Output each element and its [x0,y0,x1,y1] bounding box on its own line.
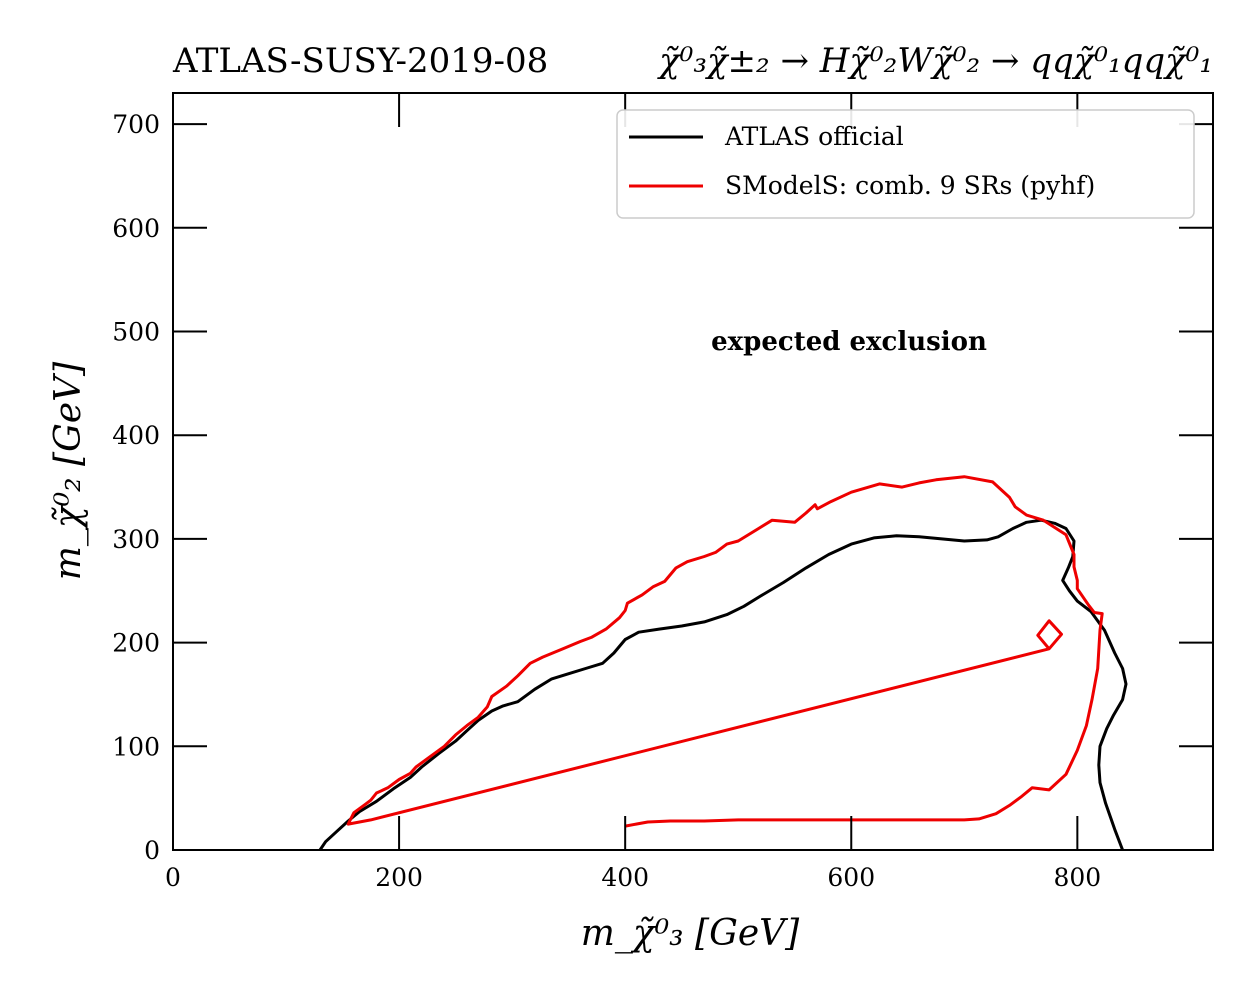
plot-frame [172,92,1214,851]
annotation-expected-exclusion: expected exclusion [711,327,987,357]
legend-box [616,109,1195,219]
series-line-atlas [318,518,1128,851]
ticks-layer: 0 200 400 600 800 0 100 200 300 400 500 600 700 [112,93,1213,892]
y-tick-label: 700 [112,110,160,139]
y-tick-label: 600 [112,214,160,243]
x-tick-label: 0 [165,863,181,892]
legend-label-smodels: SModelS: comb. 9 SRs (pyhf) [725,171,1095,200]
y-tick-label: 100 [112,732,160,761]
x-tick-label: 600 [827,863,875,892]
x-axis-label: m_χ̃⁰₃ [GeV] [581,913,800,954]
legend: ATLAS official SModelS: comb. 9 SRs (pyh… [616,109,1195,219]
chart-title-right: χ̃⁰₃χ̃±₂ → Hχ̃⁰₂Wχ̃⁰₂ → qqχ̃⁰₁qqχ̃⁰₁ [657,41,1213,81]
series-line-smodels [346,475,1104,828]
y-tick-label: 400 [112,421,160,450]
y-tick-label: 300 [112,525,160,554]
y-tick-label: 0 [144,836,160,865]
legend-label-atlas: ATLAS official [724,122,904,151]
y-axis-label: m_χ̃⁰₂ [GeV] [48,361,89,580]
chart-title-left: ATLAS-SUSY-2019-08 [172,41,548,81]
y-tick-label: 500 [112,318,160,347]
x-tick-label: 200 [375,863,423,892]
x-tick-label: 800 [1053,863,1101,892]
x-tick-label: 400 [601,863,649,892]
y-tick-label: 200 [112,629,160,658]
series-layer [318,475,1128,851]
